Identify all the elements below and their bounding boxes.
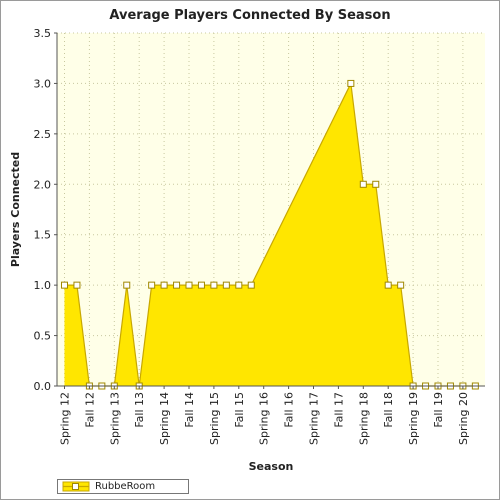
- x-tick-label: Fall 12: [83, 392, 96, 428]
- data-point-marker: [397, 281, 405, 289]
- x-tick-label: Spring 18: [357, 392, 370, 445]
- x-tick-label: Fall 16: [283, 392, 296, 428]
- y-tick-label: 1.5: [34, 229, 52, 242]
- data-point-marker: [197, 281, 205, 289]
- data-point-marker: [235, 281, 243, 289]
- data-point-marker: [222, 281, 230, 289]
- legend: RubbeRoom: [57, 479, 189, 494]
- y-tick-label: 0.0: [34, 380, 52, 393]
- y-tick-label: 1.0: [34, 279, 52, 292]
- x-axis-ticks: Spring 12 Fall 12 Spring 13 Fall 13 Spring 1…: [59, 386, 470, 445]
- y-tick-label: 2.0: [34, 178, 52, 191]
- chart-title: Average Players Connected By Season: [109, 8, 391, 23]
- data-point-marker: [185, 281, 193, 289]
- x-tick-label: Spring 19: [407, 392, 420, 445]
- data-point-marker: [384, 281, 392, 289]
- x-tick-label: Fall 15: [233, 392, 246, 428]
- y-tick-label: 2.5: [34, 128, 52, 141]
- x-tick-label: Fall 19: [432, 392, 445, 428]
- data-point-marker: [210, 281, 218, 289]
- x-tick-label: Spring 12: [59, 392, 72, 445]
- data-point-marker: [347, 79, 355, 87]
- data-point-marker: [61, 281, 68, 289]
- x-tick-label: Spring 16: [258, 392, 271, 445]
- x-tick-label: Spring 14: [158, 392, 171, 445]
- data-point-marker: [123, 281, 131, 289]
- data-point-marker: [160, 281, 168, 289]
- data-point-marker: [372, 180, 380, 188]
- axes: [56, 33, 485, 387]
- y-axis-label: Players Connected: [9, 152, 22, 267]
- y-tick-label: 0.5: [34, 330, 52, 343]
- x-tick-label: Spring 17: [308, 392, 321, 445]
- x-tick-label: Spring 13: [108, 392, 121, 445]
- series-area-rubberoom: [64, 83, 476, 386]
- x-axis-label: Season: [249, 460, 294, 473]
- x-tick-label: Fall 17: [332, 392, 345, 428]
- y-tick-label: 3.5: [34, 27, 52, 40]
- legend-swatch-icon: [62, 481, 90, 492]
- y-tick-label: 3.0: [34, 77, 52, 90]
- data-point-marker: [247, 281, 255, 289]
- data-point-marker: [73, 281, 81, 289]
- legend-label: RubbeRoom: [95, 481, 156, 492]
- y-axis-ticks: 0.0 0.5 1.0 1.5 2.0 2.5 3.0 3.5: [34, 27, 57, 393]
- grid-lines: [57, 32, 485, 387]
- x-tick-label: Fall 14: [183, 392, 196, 428]
- x-tick-label: Spring 20: [457, 392, 470, 445]
- x-tick-label: Spring 15: [208, 392, 221, 445]
- data-point-marker: [359, 180, 367, 188]
- data-point-marker: [148, 281, 156, 289]
- x-tick-label: Fall 13: [133, 392, 146, 428]
- data-point-marker: [173, 281, 181, 289]
- x-tick-label: Fall 18: [382, 392, 395, 428]
